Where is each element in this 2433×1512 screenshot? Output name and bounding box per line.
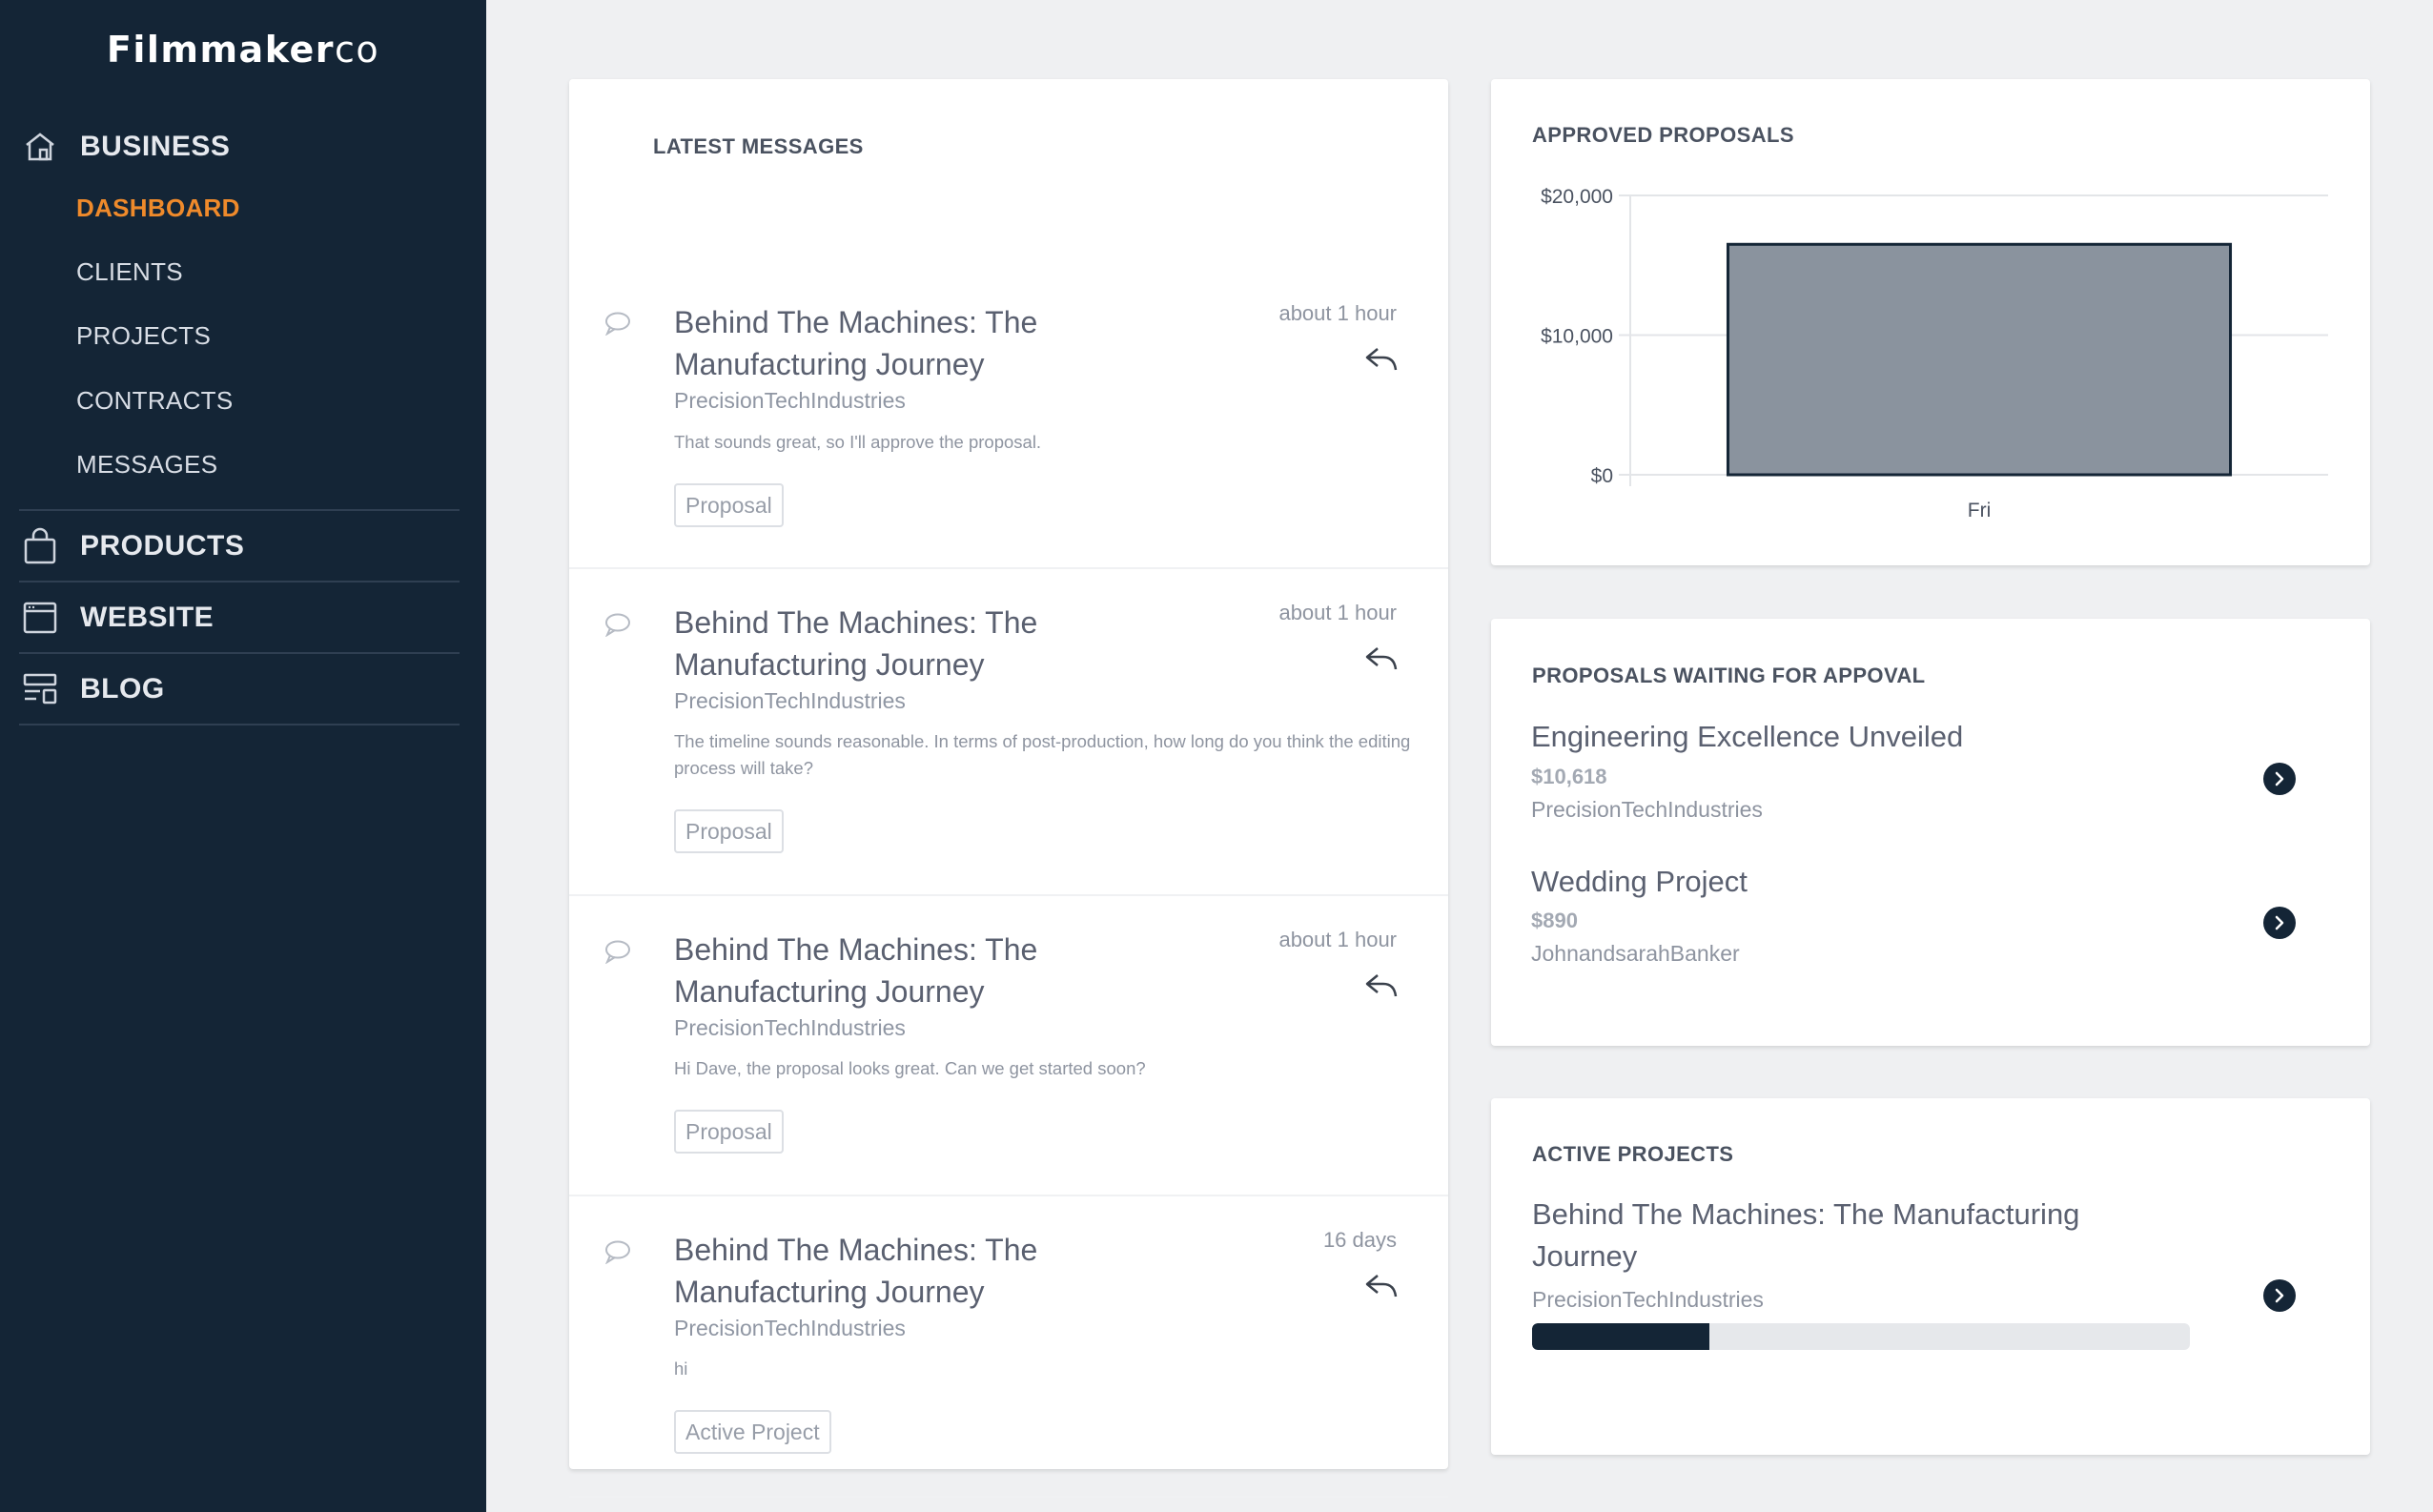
nav-products[interactable]: PRODUCTS [19, 511, 460, 582]
message-title: Behind The Machines: The Manufacturing J… [674, 1233, 1038, 1309]
nav-website[interactable]: WEBSITE [19, 582, 460, 654]
chat-bubble-icon [605, 1240, 630, 1264]
nav-website-label: WEBSITE [80, 601, 215, 633]
nav-blog-label: BLOG [80, 672, 165, 705]
message-time: about 1 hour [1278, 601, 1397, 624]
open-proposal-button[interactable] [2263, 763, 2296, 795]
message-item[interactable]: Behind The Machines: The Manufacturing J… [569, 569, 1448, 896]
message-time: about 1 hour [1278, 928, 1397, 951]
nav-business[interactable]: BUSINESS [19, 111, 460, 182]
latest-messages-card: LATEST MESSAGES Behind The Machines: The… [569, 79, 1448, 1498]
message-item[interactable]: Behind The Machines: The Manufacturing J… [569, 896, 1448, 1196]
open-proposal-button[interactable] [2263, 907, 2296, 939]
home-icon [19, 126, 61, 168]
message-tag[interactable]: Proposal [674, 483, 784, 527]
project-client: PrecisionTechIndustries [1532, 1287, 1764, 1312]
nav-item-dashboard[interactable]: DASHBOARD [76, 194, 240, 222]
message-client: PrecisionTechIndustries [674, 688, 906, 713]
message-client: PrecisionTechIndustries [674, 1015, 906, 1040]
reply-icon[interactable] [1364, 972, 1399, 999]
message-text: That sounds great, so I'll approve the p… [674, 432, 1042, 452]
waiting-proposal-item[interactable]: Engineering Excellence Unveiled $10,618 … [1491, 619, 2370, 828]
nav-blog[interactable]: BLOG [19, 654, 460, 725]
bar-fri[interactable] [1726, 242, 2233, 477]
message-time: 16 days [1322, 1228, 1397, 1252]
latest-messages-title: LATEST MESSAGES [653, 134, 864, 158]
message-time: about 1 hour [1278, 301, 1397, 325]
proposal-client: JohnandsarahBanker [1531, 941, 1740, 966]
nav-divider [19, 509, 460, 511]
nav-item-clients[interactable]: CLIENTS [76, 257, 183, 286]
nav-item-projects[interactable]: PROJECTS [76, 321, 212, 350]
active-project-item[interactable]: Behind The Machines: The Manufacturing J… [1491, 1194, 2370, 1384]
message-title: Behind The Machines: The Manufacturing J… [674, 305, 1038, 381]
message-tag[interactable]: Proposal [674, 1110, 784, 1154]
y-tick-label: $0 [1591, 465, 1613, 487]
proposal-client: PrecisionTechIndustries [1531, 797, 1763, 822]
project-title: Behind The Machines: The Manufacturing J… [1532, 1197, 2080, 1273]
proposal-title: Engineering Excellence Unveiled [1531, 720, 1964, 753]
nav-item-contracts[interactable]: CONTRACTS [76, 386, 234, 415]
active-projects-card: ACTIVE PROJECTS Behind The Machines: The… [1491, 1098, 2370, 1455]
nav-item-messages[interactable]: MESSAGES [76, 450, 218, 479]
chat-bubble-icon [605, 312, 630, 336]
message-tag[interactable]: Active Project [674, 1410, 831, 1454]
message-title: Behind The Machines: The Manufacturing J… [674, 605, 1038, 682]
reply-icon[interactable] [1364, 1273, 1399, 1299]
chat-bubble-icon [605, 940, 630, 964]
message-tag[interactable]: Proposal [674, 809, 784, 853]
message-item[interactable]: Behind The Machines: The Manufacturing J… [569, 210, 1448, 569]
browser-window-icon [19, 597, 61, 639]
message-text: The timeline sounds reasonable. In terms… [674, 731, 1411, 778]
open-project-button[interactable] [2263, 1279, 2296, 1312]
message-title: Behind The Machines: The Manufacturing J… [674, 932, 1038, 1009]
message-item[interactable]: Behind The Machines: The Manufacturing J… [569, 1196, 1448, 1498]
proposals-waiting-title: PROPOSALS WAITING FOR APPOVAL [1532, 664, 1926, 687]
proposal-amount: $890 [1531, 909, 1578, 932]
chevron-right-icon [2275, 771, 2284, 787]
project-progress-bar [1532, 1323, 2190, 1350]
approved-proposals-title: APPROVED PROPOSALS [1532, 123, 1794, 147]
layout-icon [19, 668, 61, 710]
approved-proposals-card: APPROVED PROPOSALS $0 $10,000 $20,000 Fri [1491, 79, 2370, 565]
message-client: PrecisionTechIndustries [674, 1316, 906, 1340]
y-tick-label: $10,000 [1541, 326, 1613, 348]
chat-bubble-icon [605, 613, 630, 637]
waiting-proposal-item[interactable]: Wedding Project $890 JohnandsarahBanker [1491, 828, 2370, 981]
x-tick-label: Fri [1968, 500, 1992, 521]
nav-business-label: BUSINESS [80, 130, 231, 162]
nav-products-label: PRODUCTS [80, 529, 245, 562]
reply-icon[interactable] [1364, 346, 1399, 373]
active-projects-title: ACTIVE PROJECTS [1532, 1142, 1734, 1166]
shopping-bag-icon [19, 525, 61, 567]
message-text: Hi Dave, the proposal looks great. Can w… [674, 1058, 1146, 1078]
proposal-amount: $10,618 [1531, 765, 1607, 788]
brand-logo[interactable]: Filmmakerco [106, 29, 380, 71]
approved-proposals-chart: $0 $10,000 $20,000 Fri [1541, 186, 2328, 521]
reply-icon[interactable] [1364, 645, 1399, 672]
message-text: hi [674, 1359, 688, 1379]
message-client: PrecisionTechIndustries [674, 388, 906, 413]
proposal-title: Wedding Project [1531, 865, 1748, 898]
sidebar: Filmmakerco BUSINESS DASHBOARD CLIENTS P… [0, 0, 486, 1512]
y-tick-label: $20,000 [1541, 186, 1613, 208]
proposals-waiting-card: PROPOSALS WAITING FOR APPOVAL Engineerin… [1491, 619, 2370, 1046]
project-progress-fill [1532, 1323, 1710, 1350]
chevron-right-icon [2275, 1288, 2284, 1303]
chevron-right-icon [2275, 915, 2284, 930]
